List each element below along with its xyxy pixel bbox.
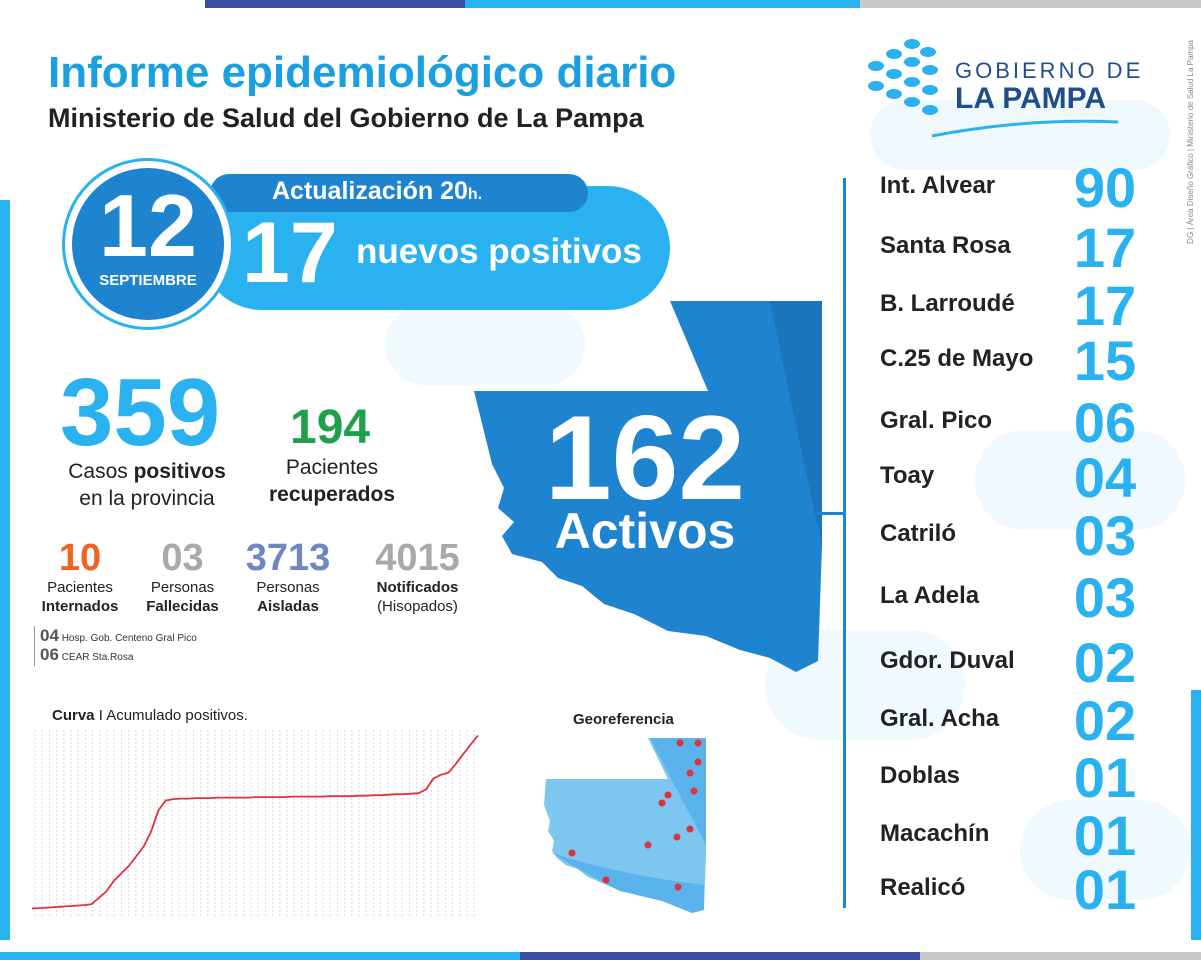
locality-count: 02 [1073, 631, 1137, 694]
locality-name: Int. Alvear [880, 172, 996, 199]
new-cases-number: 17 [242, 205, 338, 301]
total-cases-number: 359 [60, 359, 221, 466]
update-suffix: h. [467, 186, 483, 203]
locality-count: 03 [1073, 504, 1137, 567]
update-time: Actualización 20h. [272, 177, 482, 206]
stat-line1: Personas [150, 579, 215, 596]
left-edge-stripe [0, 200, 10, 940]
date-circle [72, 168, 224, 320]
stat-hospitalized: 10 Pacientes Internados [30, 538, 130, 616]
locality-count: 06 [1073, 391, 1137, 454]
list-connector [817, 512, 845, 515]
stat-line2: Internados [41, 598, 119, 615]
total-cases-label: Casos positivos en la provincia [52, 458, 242, 512]
recovered-label-line1: Pacientes [285, 456, 379, 479]
government-logo-icon [868, 39, 938, 115]
georeference-map-icon [544, 738, 706, 913]
hospital-bracket [34, 626, 39, 666]
locality-count: 17 [1073, 216, 1137, 279]
side-credit: DG | Área Diseño Gráfico | Ministerio de… [1186, 40, 1195, 244]
active-cases-number: 162 [544, 391, 746, 525]
province-map-icon [474, 301, 822, 672]
active-cases-label: Activos [554, 503, 736, 559]
hospital-row: 04 Hosp. Gob. Centeno Gral Pico [40, 626, 197, 646]
hospital-name: CEAR Sta.Rosa [61, 652, 134, 663]
date-day: 12 [99, 176, 197, 275]
stat-line1: Personas [256, 579, 320, 596]
recovered-label: Pacientes recuperados [262, 454, 402, 508]
bg-pill-decoration [385, 305, 585, 385]
total-label-bold: positivos [133, 460, 226, 483]
date-month: SEPTIEMBRE [99, 272, 197, 289]
update-label: Actualización 20 [272, 177, 468, 205]
top-bar-dark [205, 0, 465, 8]
hospital-name: Hosp. Gob. Centeno Gral Pico [61, 633, 197, 644]
logo-line-2: LA PAMPA [955, 82, 1107, 115]
stat-deceased: 03 Personas Fallecidas [135, 538, 230, 616]
stat-line1: Pacientes [47, 579, 113, 596]
locality-name: Toay [880, 462, 935, 489]
page-title: Informe epidemiológico diario [48, 48, 677, 97]
locality-count: 04 [1073, 446, 1137, 509]
stat-line2: Fallecidas [146, 598, 219, 615]
stat-line2: Aisladas [257, 598, 319, 615]
locality-count: 01 [1073, 746, 1137, 809]
locality-count: 03 [1073, 566, 1137, 629]
hospital-count: 06 [40, 645, 59, 664]
locality-name: Santa Rosa [880, 232, 1011, 259]
recovered-number: 194 [290, 401, 371, 454]
top-bar-blue [465, 0, 860, 8]
locality-name: Macachín [880, 820, 990, 847]
bg-pill-decoration [870, 100, 1170, 170]
stat-number: 3713 [245, 537, 331, 579]
total-label-line2: en la provincia [79, 487, 215, 510]
page-subtitle: Ministerio de Salud del Gobierno de La P… [48, 103, 644, 133]
locality-count: 90 [1073, 156, 1137, 219]
stat-notified: 4015 Notificados (Hisopados) [355, 538, 480, 616]
update-pill [210, 174, 588, 212]
series-line [31, 734, 479, 910]
bottom-bar-blue [0, 952, 520, 960]
new-cases-label: nuevos positivos [356, 232, 642, 271]
locality-count: 01 [1073, 804, 1137, 867]
bottom-bar-dark [520, 952, 920, 960]
stat-line2: (Hisopados) [377, 598, 458, 615]
logo-line-1: GOBIERNO DE [955, 58, 1144, 83]
stat-number: 10 [58, 537, 102, 579]
locality-count: 01 [1073, 858, 1137, 921]
locality-name: B. Larroudé [880, 290, 1015, 317]
curve-title-rest: I Acumulado positivos. [94, 707, 248, 724]
stat-number: 03 [161, 537, 204, 579]
locality-name: La Adela [880, 582, 980, 609]
stat-line1: Notificados [376, 579, 459, 596]
bg-pill-decoration [975, 430, 1185, 530]
logo-swoosh-icon [931, 119, 1119, 138]
locality-count: 17 [1073, 274, 1137, 337]
list-divider [843, 178, 846, 908]
hospital-row: 06 CEAR Sta.Rosa [40, 645, 133, 665]
locality-name: Gral. Acha [880, 705, 1000, 732]
curve-title: Curva I Acumulado positivos. [52, 707, 248, 724]
curve-title-bold: Curva [52, 707, 95, 724]
curve-chart [31, 730, 479, 918]
stat-number: 4015 [375, 537, 460, 579]
locality-name: Gral. Pico [880, 407, 993, 434]
bottom-bar-gray [920, 952, 1201, 960]
hospital-count: 04 [40, 626, 59, 645]
locality-name: Realicó [880, 874, 966, 901]
top-bar-gray [860, 0, 1201, 8]
georeference-title: Georeferencia [573, 711, 674, 728]
locality-count: 02 [1073, 689, 1137, 752]
total-label-prefix: Casos [68, 460, 134, 483]
recovered-label-bold: recuperados [268, 483, 396, 506]
locality-name: Doblas [880, 762, 961, 789]
locality-name: Catriló [880, 520, 957, 547]
locality-name: Gdor. Duval [880, 647, 1015, 674]
stat-isolated: 3713 Personas Aisladas [233, 538, 343, 616]
locality-name: C.25 de Mayo [880, 345, 1034, 372]
right-edge-stripe [1191, 690, 1201, 940]
locality-count: 15 [1073, 329, 1137, 392]
bg-pill-decoration [1020, 800, 1190, 900]
